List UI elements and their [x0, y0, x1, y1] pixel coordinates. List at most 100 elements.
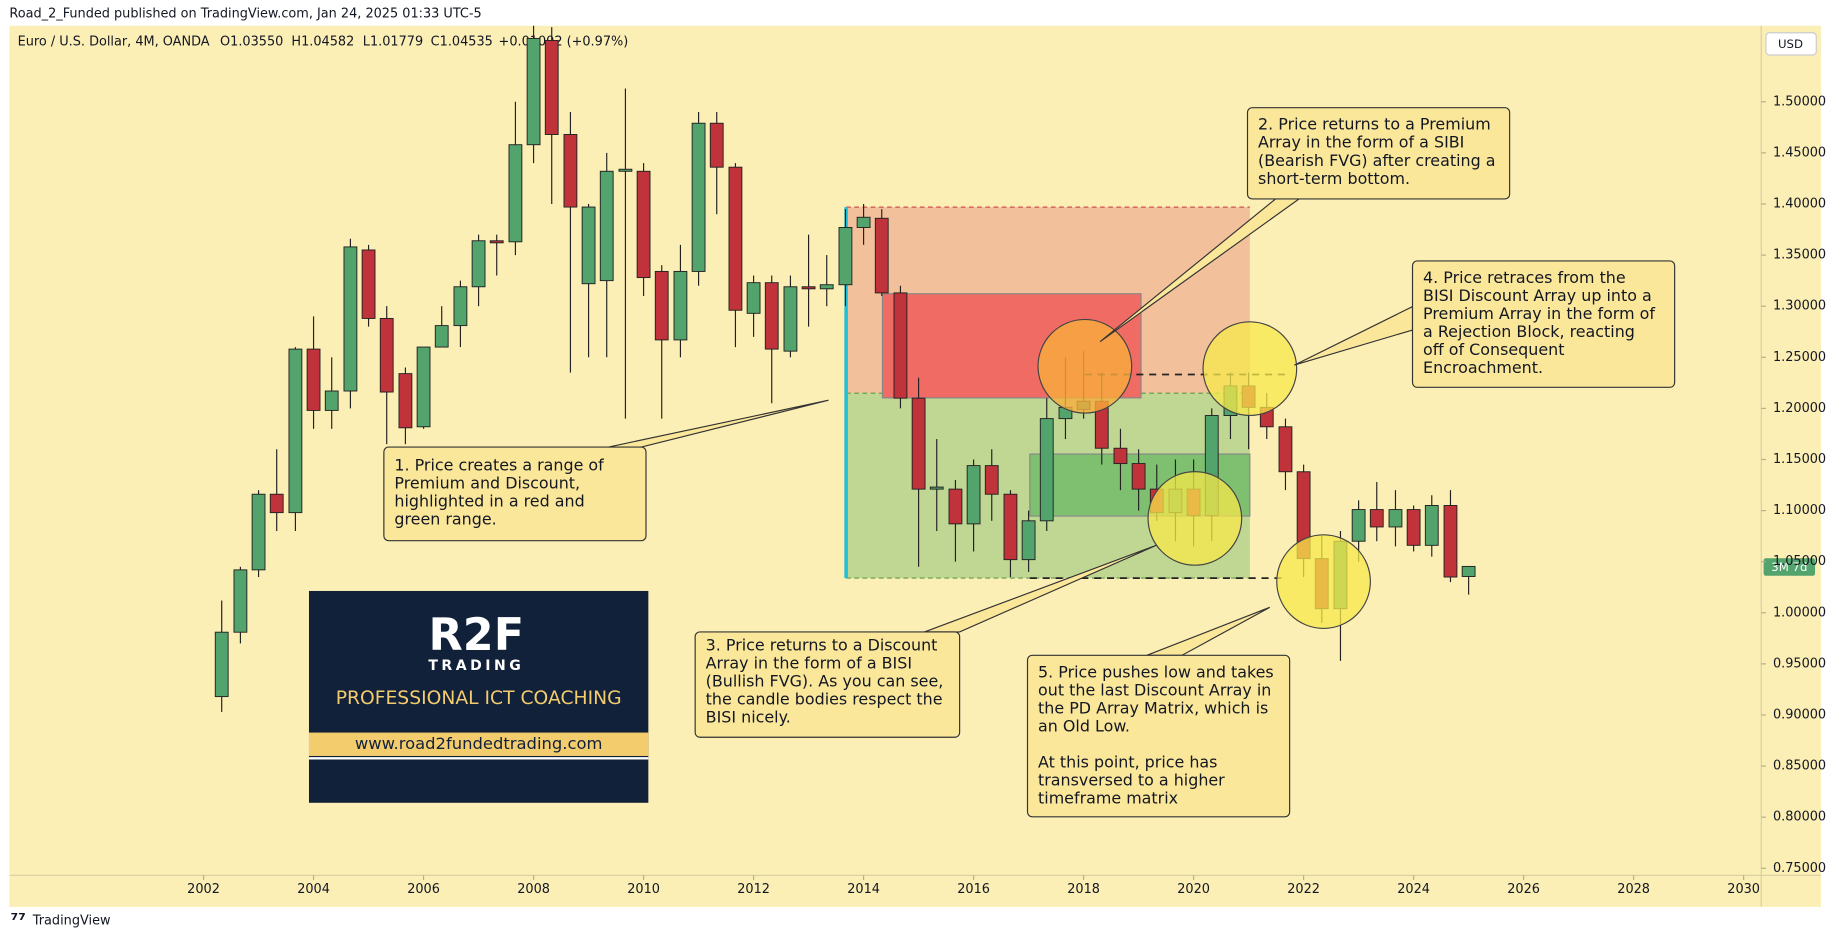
candle-body	[489, 240, 504, 244]
candle-body	[526, 37, 541, 146]
highlight-circle	[1037, 318, 1133, 414]
candle-body	[874, 217, 889, 294]
callout-text: short-term bottom.	[1258, 169, 1410, 188]
callout-text: 4. Price retraces from the	[1423, 268, 1626, 287]
low: L1.01779	[363, 35, 423, 50]
x-tick-label: 2008	[517, 882, 550, 897]
currency-button[interactable]	[1765, 32, 1817, 56]
logo-tagline: PROFESSIONAL ICT COACHING	[336, 688, 622, 709]
candle-body	[1113, 447, 1128, 465]
currency[interactable]: USD	[1778, 37, 1803, 51]
callout-text: (Bullish FVG). As you can see,	[706, 672, 944, 691]
candle-body	[1406, 509, 1421, 546]
x-tick-label: 2028	[1617, 882, 1650, 897]
countdown-tag	[1763, 558, 1816, 576]
symbol: Euro / U.S. Dollar, 4M, OANDA	[18, 35, 210, 50]
candle-body	[599, 170, 614, 282]
y-tick-label: 1.40000	[1773, 196, 1826, 211]
highlight-circle	[1202, 321, 1298, 417]
callout-text: the PD Array Matrix, which is	[1038, 698, 1268, 717]
x-tick-label: 2020	[1177, 882, 1210, 897]
candle-body	[654, 270, 669, 341]
callout-text: 1. Price creates a range of	[394, 455, 604, 474]
callout-text: BISI nicely.	[706, 708, 791, 727]
y-tick-label: 1.10000	[1773, 503, 1826, 518]
candle-body	[1443, 505, 1458, 578]
candle-body	[801, 286, 816, 290]
x-tick-label: 2006	[407, 882, 440, 897]
y-tick-label: 1.50000	[1773, 94, 1826, 109]
callout-text: green range.	[394, 509, 496, 528]
candle-body	[306, 348, 321, 411]
candle-body	[471, 240, 486, 288]
logo: R2F TRADING PROFESSIONAL ICT COACHING ww…	[308, 590, 649, 803]
candle-body	[343, 246, 358, 392]
candle-body	[966, 465, 981, 525]
callout-text: out the last Discount Array in	[1038, 680, 1271, 699]
callout-box	[1411, 260, 1676, 388]
candle-body	[361, 249, 376, 319]
candle-body	[379, 317, 394, 393]
candle-body	[948, 488, 963, 525]
logo-panel	[308, 590, 649, 803]
candle-body	[1131, 463, 1146, 490]
candle-body	[746, 282, 761, 314]
callout-text: 5. Price pushes low and takes	[1038, 662, 1274, 681]
y-tick-label: 1.25000	[1773, 350, 1826, 365]
countdown: 3M 7d	[1771, 560, 1807, 574]
candle-body	[434, 325, 449, 348]
y-tick-label: 1.30000	[1773, 299, 1826, 314]
change: +0.01002 (+0.97%)	[499, 35, 629, 50]
callout-box	[383, 446, 647, 542]
candle-body	[764, 282, 779, 350]
y-tick-label: 0.95000	[1773, 656, 1826, 671]
callout-text: At this point, price has	[1038, 752, 1217, 771]
x-tick-label: 2030	[1727, 882, 1760, 897]
y-tick-label: 1.05000	[1773, 554, 1826, 569]
x-tick-label: 2004	[297, 882, 330, 897]
candle-body	[269, 493, 284, 514]
candle-body	[544, 39, 559, 135]
candle-body	[1003, 493, 1018, 561]
candle-body	[728, 166, 743, 311]
callout-box	[1026, 654, 1291, 818]
candle-body	[581, 206, 596, 285]
candle-body	[709, 122, 724, 168]
high: H1.04582	[291, 35, 354, 50]
y-tick-label: 0.75000	[1773, 861, 1826, 876]
y-tick-label: 0.90000	[1773, 707, 1826, 722]
y-tick-label: 1.35000	[1773, 248, 1826, 263]
highlight-circle	[1147, 471, 1243, 566]
candle-body	[453, 286, 468, 327]
candle-body	[636, 170, 651, 279]
callout-text: an Old Low.	[1038, 716, 1130, 735]
callout-text: timeframe matrix	[1038, 789, 1178, 808]
logo-sub: TRADING	[428, 658, 524, 674]
candle-body	[508, 144, 523, 243]
callout-box	[1246, 107, 1511, 200]
callout-text: a Rejection Block, reacting	[1423, 322, 1635, 341]
candle-body	[618, 168, 633, 172]
candle-body	[819, 284, 834, 290]
candle-body	[673, 270, 688, 341]
callout-text: Encroachment.	[1423, 358, 1543, 377]
x-tick-label: 2022	[1287, 882, 1320, 897]
callout-box	[694, 631, 961, 738]
callout-text: BISI Discount Array up into a	[1423, 286, 1652, 305]
y-tick-label: 0.80000	[1773, 810, 1826, 825]
y-tick-label: 1.20000	[1773, 401, 1826, 416]
candle-body	[1369, 509, 1384, 528]
callout-text: Premium and Discount,	[394, 473, 580, 492]
y-tick-label: 0.85000	[1773, 759, 1826, 774]
callout-text: Array in the form of a BISI	[706, 653, 912, 672]
candle-body	[1039, 418, 1054, 522]
candle-body	[563, 134, 578, 208]
y-tick-label: 1.15000	[1773, 452, 1826, 467]
highlight-circle	[1276, 534, 1371, 630]
callout-text: Array in the form of a SIBI	[1258, 133, 1464, 152]
candle-body	[1388, 509, 1403, 528]
candle-body	[1424, 505, 1439, 546]
logo-strip	[308, 732, 649, 756]
